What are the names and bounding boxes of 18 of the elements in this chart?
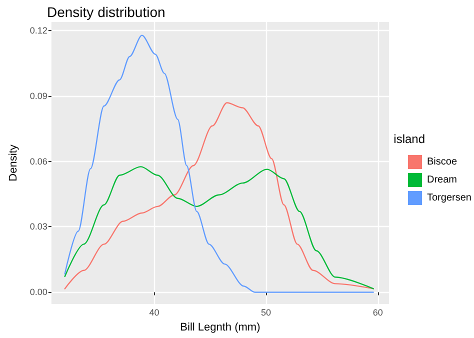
x-tick-label: 50: [261, 308, 272, 318]
y-tick-label: 0.06: [30, 156, 48, 166]
y-tick-label: 0.12: [30, 25, 48, 36]
line-series: [64, 102, 374, 290]
y-tick-label: 0.09: [30, 90, 48, 101]
y-tick-label: 0.03: [30, 222, 48, 232]
legend-title: island: [394, 132, 426, 146]
legend-label: Biscoe: [427, 156, 458, 168]
x-tick-label: 60: [372, 308, 383, 318]
legend-label: Torgersen: [427, 192, 472, 204]
chart-title: Density distribution: [47, 4, 166, 20]
y-tick-label: 0.00: [30, 287, 48, 298]
x-tick-label: 40: [149, 308, 160, 318]
legend-label: Dream: [427, 174, 458, 186]
line-series: [64, 34, 374, 293]
line-series: [64, 166, 374, 290]
y-axis-title: Density: [8, 144, 20, 182]
x-axis-title: Bill Legnth (mm): [180, 322, 260, 334]
